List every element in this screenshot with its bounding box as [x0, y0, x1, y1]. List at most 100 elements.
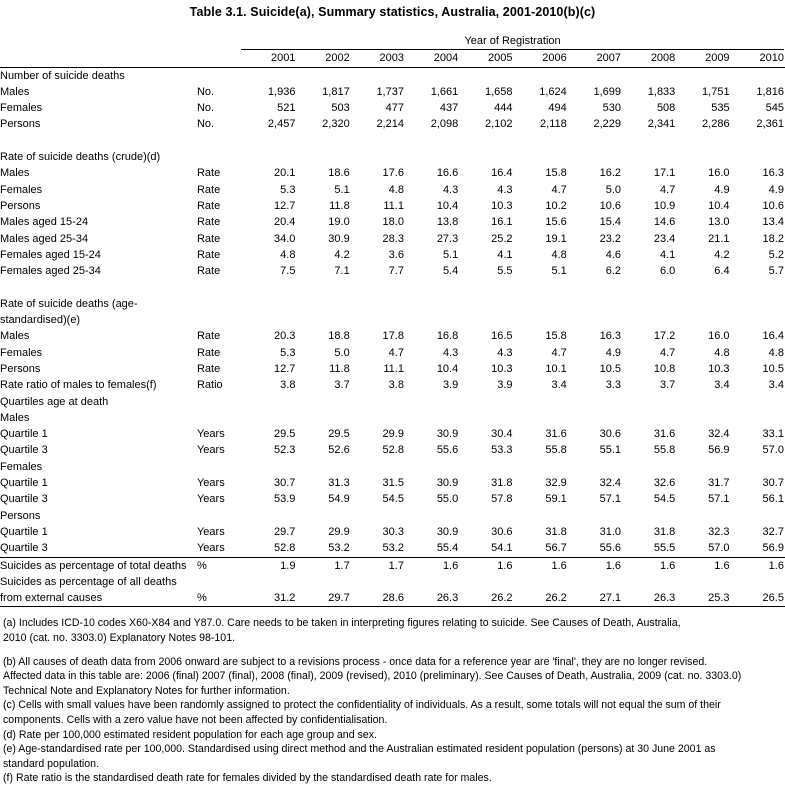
- table-section-row: Rate of suicide deaths (age-: [0, 296, 785, 312]
- cell-2002: [295, 67, 349, 84]
- row-unit: Rate: [196, 248, 221, 261]
- cell-2007: [567, 410, 621, 426]
- cell-2001: 2,457: [267, 118, 296, 131]
- cell-2009: 10.3: [708, 362, 730, 375]
- cell-2004: 27.3: [436, 232, 459, 245]
- cell-2009: 10.4: [708, 199, 730, 212]
- cell-2001: 1.9: [241, 556, 296, 574]
- cell-2006: 1,624: [539, 85, 567, 98]
- row-unit: Rate: [196, 199, 221, 212]
- column-header-year-2001: 2001: [241, 49, 296, 68]
- cell-2010: 56.9: [762, 542, 784, 555]
- row-label: Rate ratio of males to females(f): [0, 379, 157, 392]
- cell-2001: 521: [277, 102, 296, 115]
- cell-2009: 31.7: [708, 477, 730, 490]
- header-label-blank: [0, 49, 197, 68]
- cell-2005: 3.9: [497, 379, 513, 392]
- footnote-a: (a) Includes ICD-10 codes X60-X84 and Y8…: [3, 617, 681, 630]
- cell-2010: [730, 149, 784, 165]
- cell-2009: [675, 149, 729, 165]
- cell-2009: [675, 394, 729, 410]
- row-label: Quartile 1: [0, 477, 48, 490]
- cell-2001: 12.7: [274, 362, 296, 375]
- cell-2009: [675, 508, 729, 524]
- cell-2006: 494: [548, 102, 567, 115]
- cell-2005: [458, 394, 512, 410]
- table-section-row: Persons: [0, 508, 785, 524]
- cell-2005: 444: [494, 102, 513, 115]
- cell-2001: [241, 410, 295, 426]
- cell-2008: [621, 67, 675, 84]
- cell-2002: [295, 312, 349, 328]
- cell-2007: [567, 312, 621, 328]
- column-header-year-2005: 2005: [458, 49, 513, 68]
- cell-2008: 10.9: [653, 199, 676, 212]
- row-unit: [197, 67, 241, 84]
- cell-2010: [730, 296, 784, 312]
- cell-2002: 11.8: [329, 362, 350, 375]
- row-label: Quartiles age at death: [0, 395, 109, 408]
- table-row: Quartile 1 Years 29.7 29.9 30.3 30.9 30.6 31.8 3…: [0, 524, 785, 540]
- cell-2004: [404, 508, 458, 524]
- cell-2002: [295, 394, 349, 410]
- cell-2001: 52.3: [274, 444, 296, 457]
- cell-2010: [730, 394, 784, 410]
- cell-2004: 16.8: [436, 330, 459, 343]
- cell-2003: 28.6: [349, 590, 404, 608]
- row-label: Females aged 25-34: [0, 265, 101, 278]
- footnote-a2: 2010 (cat. no. 3303.0) Explanatory Notes…: [3, 631, 236, 644]
- cell-2006: [513, 394, 567, 410]
- row-unit: Rate: [196, 265, 221, 278]
- table-section-row: Males: [0, 410, 785, 426]
- table-row: Females Rate 5.3 5.1 4.8 4.3 4.3 4.7 5.0 4.7 4.9 4.…: [0, 182, 785, 198]
- cell-2001: [241, 67, 295, 84]
- row-pad: [783, 590, 785, 608]
- cell-2004: 2,098: [430, 118, 459, 131]
- table-section-row: Number of suicide deaths: [0, 67, 785, 84]
- cell-2001: [241, 574, 295, 590]
- table-body: Number of suicide deaths Males No. 1,936 1,8…: [0, 67, 785, 608]
- footnote-e2: standard population.: [3, 757, 100, 770]
- cell-2006: 55.8: [545, 444, 567, 457]
- spacer-cell: [197, 33, 241, 50]
- cell-2004: [404, 149, 458, 165]
- table-row: Females No. 521 503 477 437 444 494 530 508 535 545: [0, 100, 785, 116]
- cell-2004: 437: [439, 102, 459, 115]
- table-row: Persons Rate 12.7 11.8 11.1 10.4 10.3 10.1 10.5 1…: [0, 361, 785, 377]
- cell-2008: 17.2: [653, 330, 676, 343]
- row-label: Males: [0, 330, 30, 343]
- row-label: Females: [0, 102, 43, 115]
- table-row: Quartile 3 Years 52.8 53.2 53.2 55.4 54.1 56.7 5…: [0, 540, 785, 557]
- cell-2003: 1.7: [349, 556, 404, 574]
- row-label: Females aged 15-24: [0, 248, 101, 261]
- cell-2006: 2,118: [540, 118, 567, 131]
- cell-2004: 10.4: [436, 199, 459, 212]
- cell-2007: 15.4: [599, 216, 622, 229]
- cell-2008: 1.6: [621, 556, 676, 574]
- cell-2007: 32.4: [599, 477, 622, 490]
- cell-2005: 57.8: [491, 493, 513, 506]
- cell-2001: 20.1: [274, 167, 296, 180]
- cell-2005: 31.8: [491, 477, 513, 490]
- cell-2003: 3.6: [388, 248, 404, 261]
- cell-2003: [350, 459, 404, 475]
- cell-2008: 2,341: [647, 118, 676, 131]
- cell-2007: 2,229: [593, 118, 622, 131]
- cell-2005: 16.4: [491, 167, 513, 180]
- table-row: Males Rate 20.3 18.8 17.8 16.8 16.5 15.8 16.3 17.…: [0, 328, 785, 344]
- table-section-row: Suicides as percentage of all deaths: [0, 574, 785, 590]
- row-unit: [197, 574, 241, 590]
- cell-2010: 56.1: [762, 493, 784, 506]
- table-row: Females Rate 5.3 5.0 4.7 4.3 4.3 4.7 4.9 4.7 4.8 4.…: [0, 345, 785, 361]
- cell-2010: 545: [765, 102, 784, 115]
- table-row: Rate ratio of males to females(f) Ratio 3.…: [0, 377, 785, 393]
- cell-2001: [241, 394, 295, 410]
- cell-2003: [350, 296, 404, 312]
- cell-2009: 21.1: [708, 232, 730, 245]
- cell-2010: [730, 459, 784, 475]
- cell-2005: [458, 296, 512, 312]
- spacer-cell: [0, 33, 197, 50]
- table-row: Males No. 1,936 1,817 1,737 1,661 1,658 1,624 1,…: [0, 84, 785, 100]
- row-unit: No.: [196, 85, 215, 98]
- row-label: Suicides as percentage of total deaths: [0, 556, 197, 574]
